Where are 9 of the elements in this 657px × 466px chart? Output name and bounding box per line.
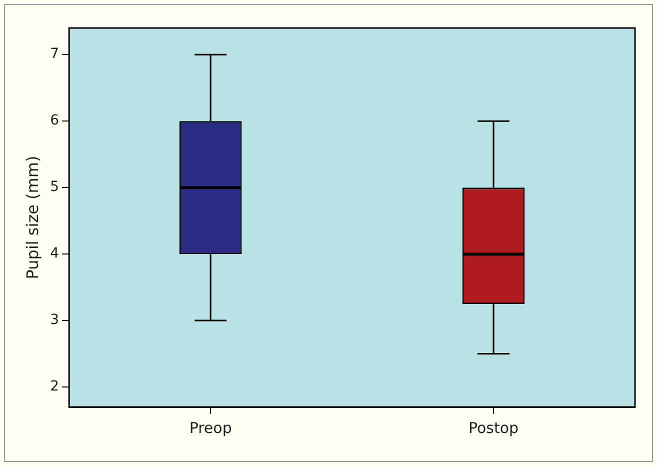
x-tick-label: Preop: [189, 418, 232, 437]
x-tick-label: Postop: [468, 418, 519, 437]
y-axis-title: Pupil size (mm): [22, 156, 42, 280]
y-tick-label: 4: [50, 246, 60, 262]
y-tick-label: 6: [50, 112, 60, 129]
y-tick-label: 3: [50, 312, 60, 328]
y-tick-label: 5: [50, 179, 60, 196]
y-tick-label: 2: [50, 378, 60, 395]
y-tick-label: 7: [50, 46, 60, 62]
